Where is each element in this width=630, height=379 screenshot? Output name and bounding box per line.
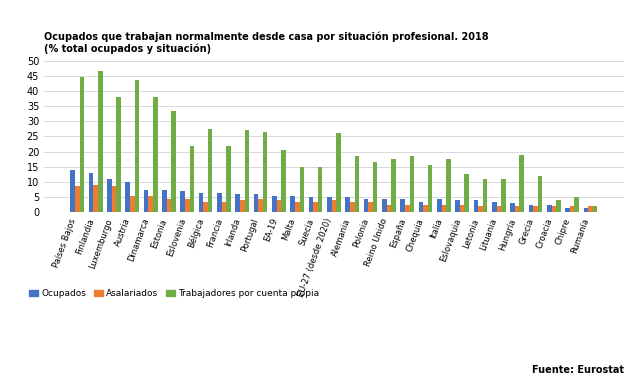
Bar <box>510 203 515 212</box>
Legend: Ocupados, Asalariados, Trabajadores por cuenta propia: Ocupados, Asalariados, Trabajadores por … <box>25 285 323 302</box>
Bar <box>313 202 318 212</box>
Bar <box>258 199 263 212</box>
Bar <box>442 205 446 212</box>
Bar <box>538 176 542 212</box>
Bar <box>130 196 135 212</box>
Bar <box>327 197 331 212</box>
Bar <box>533 206 538 212</box>
Bar <box>295 202 299 212</box>
Bar <box>331 200 336 212</box>
Bar <box>272 196 277 212</box>
Bar <box>575 197 579 212</box>
Bar <box>501 179 506 212</box>
Bar <box>89 173 93 212</box>
Bar <box>478 206 483 212</box>
Bar <box>588 206 593 212</box>
Bar <box>290 196 295 212</box>
Bar <box>492 202 496 212</box>
Bar <box>593 206 597 212</box>
Bar <box>382 199 387 212</box>
Bar <box>185 199 190 212</box>
Bar <box>162 190 167 212</box>
Bar <box>369 202 373 212</box>
Bar <box>217 193 222 212</box>
Bar <box>583 208 588 212</box>
Bar <box>309 197 313 212</box>
Bar <box>171 111 176 212</box>
Bar <box>373 162 377 212</box>
Bar <box>254 194 258 212</box>
Bar <box>437 199 442 212</box>
Bar <box>222 202 226 212</box>
Bar <box>387 205 391 212</box>
Bar <box>167 199 171 212</box>
Bar <box>405 205 410 212</box>
Bar <box>180 191 185 212</box>
Bar <box>190 146 194 212</box>
Bar <box>281 150 286 212</box>
Bar <box>75 186 79 212</box>
Bar <box>93 185 98 212</box>
Bar <box>483 179 488 212</box>
Bar <box>350 202 355 212</box>
Bar <box>345 197 350 212</box>
Bar <box>125 182 130 212</box>
Bar <box>464 174 469 212</box>
Bar <box>515 206 520 212</box>
Bar <box>208 129 212 212</box>
Bar <box>244 130 249 212</box>
Bar <box>153 97 158 212</box>
Bar <box>570 206 575 212</box>
Bar <box>263 132 268 212</box>
Bar <box>198 193 203 212</box>
Bar <box>355 156 359 212</box>
Bar <box>391 159 396 212</box>
Bar <box>474 200 478 212</box>
Bar <box>423 205 428 212</box>
Bar <box>148 196 153 212</box>
Bar <box>520 155 524 212</box>
Bar <box>144 190 148 212</box>
Bar <box>226 146 231 212</box>
Bar <box>410 156 414 212</box>
Bar <box>240 200 244 212</box>
Bar <box>79 77 84 212</box>
Bar <box>71 170 75 212</box>
Bar <box>98 71 103 212</box>
Text: Fuente: Eurostat: Fuente: Eurostat <box>532 365 624 375</box>
Bar <box>203 202 208 212</box>
Bar <box>565 208 570 212</box>
Bar <box>112 186 117 212</box>
Bar <box>117 97 121 212</box>
Bar <box>135 80 139 212</box>
Bar <box>529 205 533 212</box>
Text: Ocupados que trabajan normalmente desde casa por situación profesional. 2018
(% : Ocupados que trabajan normalmente desde … <box>44 31 489 54</box>
Bar <box>551 206 556 212</box>
Bar <box>455 200 460 212</box>
Bar <box>428 165 432 212</box>
Bar <box>299 167 304 212</box>
Bar <box>336 133 341 212</box>
Bar <box>496 206 501 212</box>
Bar <box>236 194 240 212</box>
Bar <box>400 199 405 212</box>
Bar <box>419 202 423 212</box>
Bar <box>547 205 551 212</box>
Bar <box>556 200 561 212</box>
Bar <box>364 199 369 212</box>
Bar <box>318 167 323 212</box>
Bar <box>277 200 281 212</box>
Bar <box>446 159 450 212</box>
Bar <box>460 205 464 212</box>
Bar <box>107 179 112 212</box>
